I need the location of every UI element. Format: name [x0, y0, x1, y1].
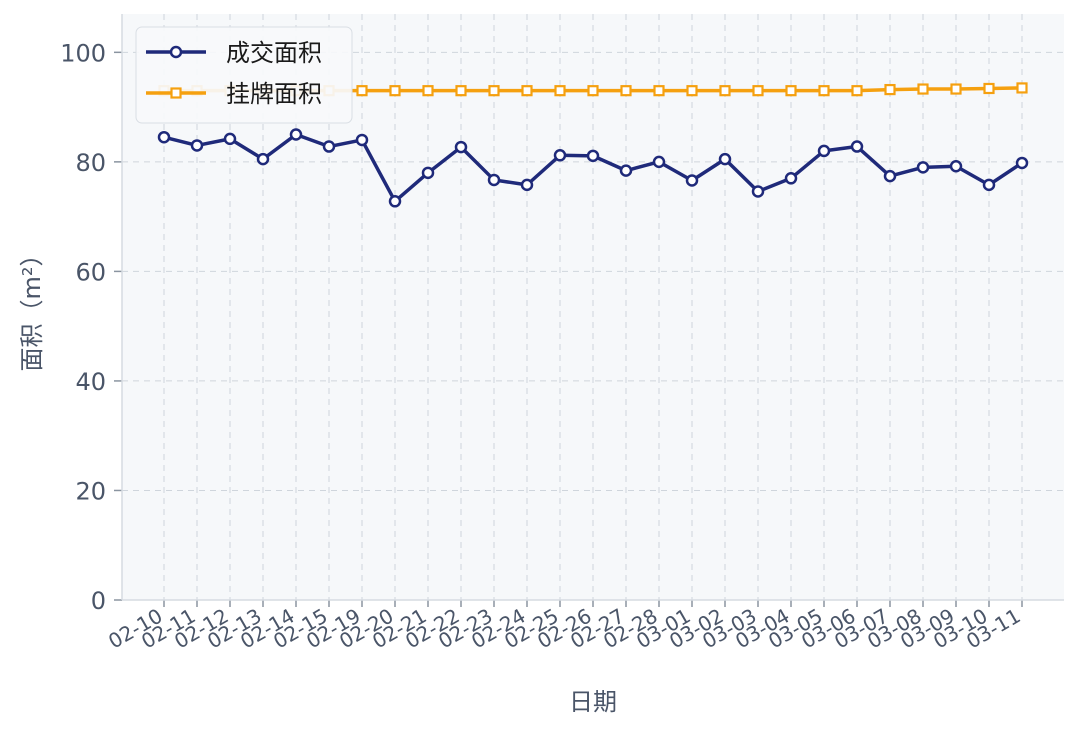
data-point — [982, 178, 996, 192]
data-point — [586, 149, 600, 163]
legend-marker — [170, 87, 182, 99]
data-point — [554, 85, 566, 97]
data-point — [851, 85, 863, 97]
data-point — [619, 164, 633, 177]
data-point — [521, 85, 533, 97]
data-point — [950, 83, 962, 95]
data-point — [256, 152, 270, 166]
data-point — [884, 83, 896, 96]
data-point — [422, 85, 434, 97]
data-point — [917, 83, 929, 95]
data-point — [289, 128, 303, 141]
y-tick-label: 60 — [75, 258, 106, 286]
legend-marker — [169, 45, 183, 59]
data-point — [488, 85, 500, 97]
data-point — [784, 172, 798, 185]
data-point — [817, 144, 831, 158]
x-axis-label: 日期 — [569, 688, 617, 716]
data-point — [1016, 82, 1028, 94]
data-point — [620, 85, 632, 97]
data-point — [455, 85, 467, 97]
legend-item: 挂牌面积 — [146, 80, 322, 108]
data-point — [355, 133, 369, 147]
data-point — [949, 160, 963, 173]
data-point — [157, 130, 171, 144]
y-tick-label: 100 — [60, 39, 106, 67]
data-point — [388, 195, 402, 208]
data-point — [587, 85, 599, 97]
data-point — [389, 85, 401, 97]
legend-label: 挂牌面积 — [226, 80, 322, 108]
data-point — [752, 85, 764, 97]
grid — [122, 14, 1064, 601]
data-point — [652, 155, 666, 169]
data-point — [487, 173, 501, 187]
data-point — [719, 85, 731, 97]
data-point — [983, 82, 995, 95]
y-tick-label: 40 — [75, 368, 106, 396]
y-tick-label: 0 — [91, 587, 106, 615]
series-0 — [157, 128, 1029, 208]
data-point — [454, 140, 468, 154]
y-tick-label: 80 — [75, 149, 106, 177]
data-point — [916, 161, 930, 174]
legend-label: 成交面积 — [226, 39, 322, 67]
data-point — [322, 140, 336, 153]
data-point — [883, 169, 897, 183]
data-point — [223, 132, 237, 146]
y-axis-label: 面积（m²） — [18, 243, 46, 372]
data-point — [653, 85, 665, 97]
data-point — [785, 85, 797, 97]
data-point — [818, 85, 830, 97]
y-tick-label: 20 — [75, 477, 106, 505]
data-point — [356, 85, 368, 97]
data-point — [520, 178, 534, 192]
data-point — [190, 139, 204, 152]
legend-item: 成交面积 — [146, 39, 322, 67]
data-point — [421, 166, 435, 180]
data-point — [751, 185, 765, 198]
data-point — [850, 140, 864, 153]
data-point — [553, 149, 567, 162]
data-point — [685, 174, 699, 187]
data-point — [686, 85, 698, 97]
data-point — [1015, 156, 1029, 170]
data-point — [718, 152, 732, 166]
